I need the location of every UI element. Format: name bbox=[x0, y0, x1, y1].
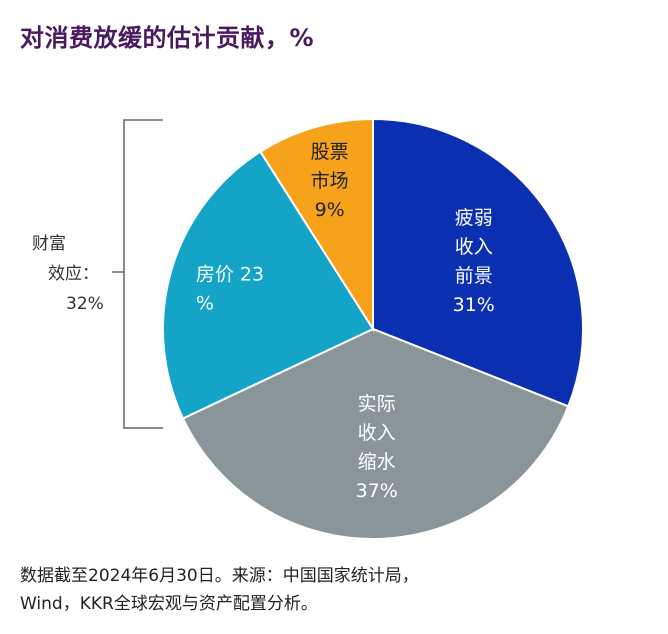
slice-label-stock-market-line-2: 市场 bbox=[311, 170, 349, 192]
slice-label-house-prices-line-2: % bbox=[196, 292, 214, 314]
bracket-line bbox=[123, 119, 163, 429]
slice-label-weak-income-outlook-line-2: 收入 bbox=[455, 236, 493, 258]
slice-label-stock-market-line-1: 股票 bbox=[311, 141, 349, 163]
pie-slice-house-prices bbox=[162, 150, 375, 420]
slice-label-stock-market-line-3: 9% bbox=[315, 199, 345, 221]
source-note-line-2: Wind，KKR全球宏观与资产配置分析。 bbox=[20, 594, 318, 614]
pie-slice-real-income-squeeze bbox=[181, 327, 570, 540]
pie-slice-weak-income-outlook bbox=[372, 117, 584, 408]
chart-title: 对消费放缓的估计贡献，% bbox=[20, 24, 315, 52]
slice-label-house-prices-line-1: 房价 23 bbox=[196, 263, 264, 285]
bracket-label-line-1: 财富 bbox=[32, 234, 66, 254]
slice-label-real-income-squeeze-line-1: 实际 bbox=[358, 393, 396, 415]
slice-label-weak-income-outlook-line-4: 31% bbox=[453, 294, 495, 316]
pie-slice-stock-market bbox=[259, 117, 374, 333]
bracket-label-line-3: 32% bbox=[66, 294, 104, 314]
slice-label-real-income-squeeze-line-2: 收入 bbox=[358, 422, 396, 444]
source-note: 数据截至2024年6月30日。来源：中国国家统计局， Wind，KKR全球宏观与… bbox=[20, 562, 650, 618]
source-note-line-1: 数据截至2024年6月30日。来源：中国国家统计局， bbox=[20, 566, 419, 586]
slice-label-weak-income-outlook-line-3: 前景 bbox=[455, 265, 493, 287]
slice-label-weak-income-outlook-line-1: 疲弱 bbox=[455, 207, 493, 229]
pie-slices bbox=[162, 117, 584, 540]
slice-label-real-income-squeeze-line-3: 缩水 bbox=[358, 451, 396, 473]
wealth-effect-bracket: 财富 效应： 32% bbox=[32, 119, 163, 429]
slice-label-real-income-squeeze-line-4: 37% bbox=[356, 480, 398, 502]
bracket-label-line-2: 效应： bbox=[48, 264, 99, 284]
